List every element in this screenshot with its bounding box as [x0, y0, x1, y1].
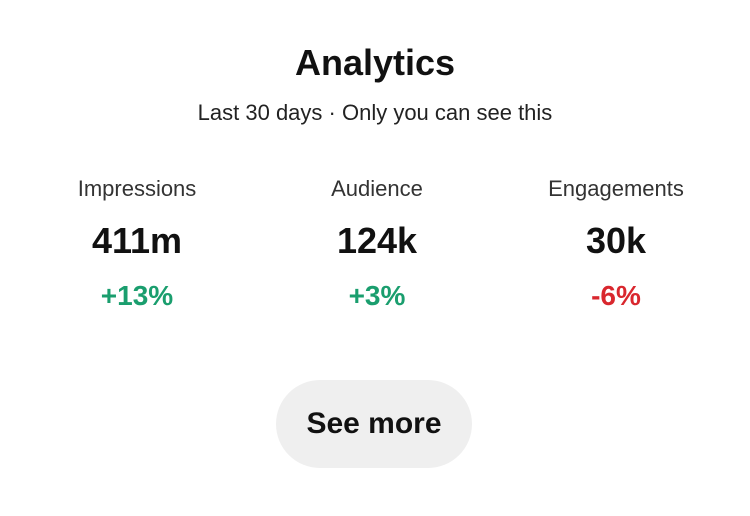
stat-value: 411m: [91, 220, 183, 261]
stat-value: 30k: [585, 220, 647, 261]
stat-label: Impressions: [77, 176, 197, 201]
stat: Audience 124k +3%: [257, 176, 497, 312]
subtitle: Last 30 days · Only you can see this: [197, 100, 553, 125]
stat-label: Engagements: [548, 176, 684, 201]
title: Analytics: [294, 42, 456, 83]
stat-label: Audience: [331, 176, 423, 201]
stat: Engagements 30k -6%: [496, 176, 736, 312]
see-more-button[interactable]: See more: [276, 380, 472, 468]
stat-change: -6%: [591, 280, 641, 311]
stat: Impressions 411m +13%: [17, 176, 257, 312]
stat-change: +13%: [100, 280, 174, 311]
stat-change: +3%: [348, 280, 406, 311]
stat-value: 124k: [336, 220, 418, 261]
